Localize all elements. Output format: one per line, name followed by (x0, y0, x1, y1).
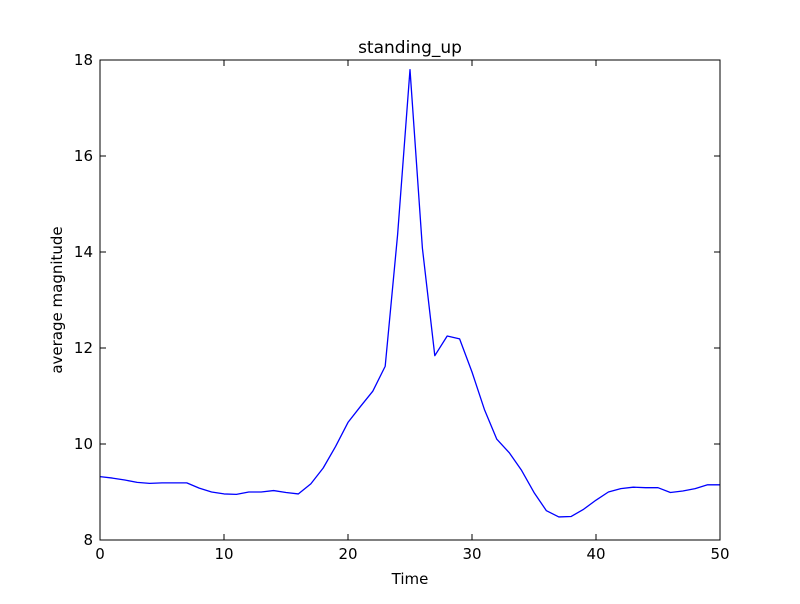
x-tick-label: 10 (214, 545, 233, 563)
y-tick-label: 10 (74, 435, 93, 453)
y-tick-label: 16 (74, 147, 93, 165)
x-tick-label: 20 (338, 545, 357, 563)
y-tick-label: 12 (74, 339, 93, 357)
chart-title: standing_up (358, 38, 462, 58)
x-tick-label: 40 (586, 545, 605, 563)
x-tick-label: 50 (710, 545, 729, 563)
x-tick-label: 0 (95, 545, 105, 563)
y-axis-label: average magnitude (48, 226, 66, 373)
y-tick-label: 8 (83, 531, 93, 549)
series-layer (99, 68, 720, 518)
series-line (99, 68, 720, 518)
y-tick-label: 18 (74, 51, 93, 69)
x-tick-label: 30 (462, 545, 481, 563)
plot-area-frame (99, 59, 721, 541)
x-axis-label: Time (391, 570, 429, 588)
y-tick-label: 14 (74, 243, 93, 261)
axis-ticks: 0 10 20 30 40 50 8 10 12 14 16 18 (74, 51, 730, 563)
